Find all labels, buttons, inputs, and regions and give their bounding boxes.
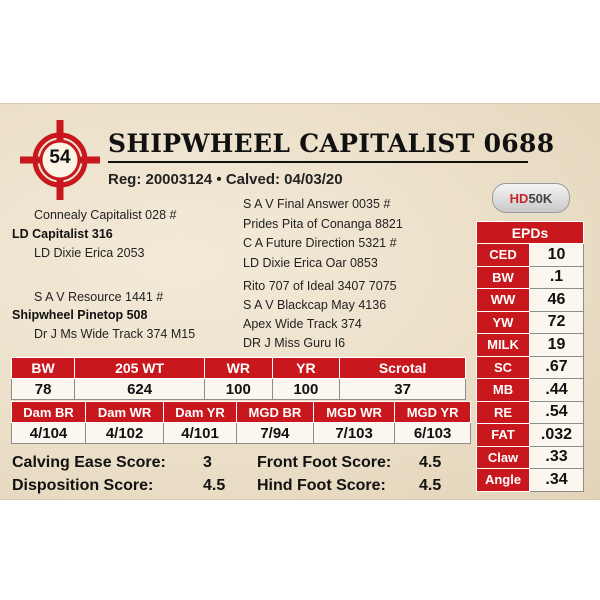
perf-header-dam-br: Dam BR (10, 401, 87, 423)
hd50k-logo: HD 50K (492, 183, 570, 213)
perf-value-mgd-br: 7/94 (235, 422, 314, 444)
epd-header: EPDs (476, 221, 584, 244)
epd-value-ced: 10 (529, 243, 584, 267)
front-foot-score-value: 4.5 (419, 454, 442, 471)
hind-foot-score-label: Hind Foot Score: (257, 477, 386, 494)
front-foot-score-label: Front Foot Score: (257, 454, 392, 471)
pedigree-sss: S A V Final Answer 0035 # (243, 197, 391, 211)
epd-label-fat: FAT (476, 423, 530, 447)
epd-label-bw: BW (476, 265, 530, 289)
perf-value-dam-wr: 4/102 (85, 422, 165, 444)
pedigree-sire: LD Capitalist 316 (12, 227, 113, 241)
epd-value-bw: .1 (529, 265, 584, 289)
perf-header-mgd-yr: MGD YR (394, 401, 471, 423)
logo-hd-text: HD (509, 190, 529, 206)
perf-value-mgd-wr: 7/103 (312, 422, 396, 444)
epd-value-sc: .67 (529, 355, 584, 379)
perf-header-wr: WR (204, 357, 273, 379)
perf-header-scrotal: Scrotal (339, 357, 466, 379)
epd-label-angle: Angle (476, 468, 530, 492)
pedigree-dam-sire: S A V Resource 1441 # (34, 290, 164, 304)
epd-label-ced: CED (476, 243, 530, 267)
pedigree-dds: Apex Wide Track 374 (243, 317, 362, 331)
perf-header-mgd-br: MGD BR (235, 401, 314, 423)
perf-value-dam-yr: 4/101 (163, 422, 237, 444)
epd-value-mb: .44 (529, 378, 584, 402)
pedigree-ssd: Prides Pita of Conanga 8821 (243, 217, 403, 231)
pedigree-dss: Rito 707 of Ideal 3407 7075 (243, 279, 397, 293)
perf-value-dam-br: 4/104 (10, 422, 87, 444)
perf-header-mgd-wr: MGD WR (312, 401, 396, 423)
lot-number: 54 (49, 147, 71, 168)
perf-header-yr: YR (271, 357, 341, 379)
epd-label-milk: MILK (476, 333, 530, 357)
pedigree-dam-dam: Dr J Ms Wide Track 374 M15 (34, 327, 196, 341)
epd-value-yw: 72 (529, 310, 584, 334)
epd-value-angle: .34 (529, 468, 584, 492)
perf-header-bw: BW (10, 357, 76, 379)
epd-label-sc: SC (476, 355, 530, 379)
animal-name-title: SHIPWHEEL CAPITALIST 0688 (108, 129, 555, 158)
epd-table: EPDs CED 10 BW .1 WW 46 YW 72 MILK 19 SC .67 M… (476, 221, 584, 492)
epd-label-claw: Claw (476, 445, 530, 469)
perf-header-205wt: 205 WT (74, 357, 205, 379)
disposition-score-value: 4.5 (203, 477, 226, 494)
epd-value-fat: .032 (529, 423, 584, 447)
epd-label-ww: WW (476, 288, 530, 312)
epd-value-re: .54 (529, 400, 584, 424)
performance-table-2: Dam BR Dam WR Dam YR MGD BR MGD WR MGD Y… (10, 401, 471, 444)
perf-value-bw: 78 (10, 378, 76, 400)
epd-value-claw: .33 (529, 445, 584, 469)
registration-line: Reg: 20003124 • Calved: 04/03/20 (108, 171, 343, 188)
pedigree-dsd: S A V Blackcap May 4136 (243, 298, 387, 312)
pedigree-sds: C A Future Direction 5321 # (243, 236, 397, 250)
logo-50k-text: 50K (528, 190, 553, 206)
pedigree-dam: Shipwheel Pinetop 508 (12, 308, 148, 322)
perf-value-yr: 100 (271, 378, 341, 400)
epd-label-mb: MB (476, 378, 530, 402)
perf-value-205wt: 624 (74, 378, 205, 400)
pedigree-sdd: LD Dixie Erica Oar 0853 (243, 256, 378, 270)
disposition-score-label: Disposition Score: (12, 477, 154, 494)
hind-foot-score-value: 4.5 (419, 477, 442, 494)
pedigree-ddd: DR J Miss Guru I6 (243, 336, 346, 350)
performance-table-1: BW 205 WT WR YR Scrotal 78 624 100 100 3… (10, 357, 466, 400)
perf-value-wr: 100 (204, 378, 273, 400)
epd-label-re: RE (476, 400, 530, 424)
perf-value-scrotal: 37 (339, 378, 466, 400)
perf-header-dam-wr: Dam WR (85, 401, 165, 423)
perf-header-dam-yr: Dam YR (163, 401, 237, 423)
epd-label-yw: YW (476, 310, 530, 334)
pedigree-sire-sire: Connealy Capitalist 028 # (34, 208, 177, 222)
epd-value-milk: 19 (529, 333, 584, 357)
pedigree-sire-dam: LD Dixie Erica 2053 (34, 246, 145, 260)
calving-ease-score-label: Calving Ease Score: (12, 454, 166, 471)
lot-crosshair-icon (20, 120, 100, 200)
title-underline (108, 161, 528, 163)
epd-value-ww: 46 (529, 288, 584, 312)
perf-value-mgd-yr: 6/103 (394, 422, 471, 444)
calving-ease-score-value: 3 (203, 454, 212, 471)
